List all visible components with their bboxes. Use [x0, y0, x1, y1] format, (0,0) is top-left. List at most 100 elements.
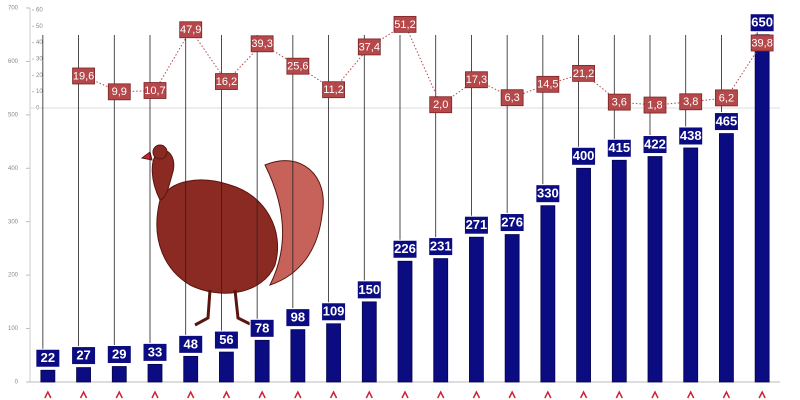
x-tick-mark [365, 390, 373, 399]
bar-label-box [642, 135, 668, 155]
bar-label-box [142, 342, 168, 362]
line-label-box [715, 89, 738, 107]
x-tick-mark [115, 390, 123, 399]
line-label-box [286, 57, 310, 75]
bar-label: 465 [716, 113, 738, 128]
line-label: 10,7 [144, 85, 165, 97]
bar-label-box [713, 112, 739, 132]
x-tick-mark [222, 390, 231, 399]
bar-label: 422 [644, 136, 666, 151]
bar-label: 33 [148, 344, 162, 359]
bar-label: 650 [751, 15, 773, 30]
bar-label-box [678, 126, 704, 146]
x-tick-mark [758, 390, 766, 399]
line-label-box [607, 93, 631, 111]
bar-label: 271 [466, 217, 488, 232]
bar [433, 258, 449, 383]
turkey-illustration [140, 144, 324, 327]
bar-label-box [463, 215, 489, 235]
bar-label: 150 [358, 282, 380, 297]
x-tick-mark [44, 390, 52, 399]
bar-label-box [535, 184, 561, 204]
x-tick-mark [579, 390, 588, 399]
line-label: 51,2 [394, 19, 415, 31]
bar-label: 27 [76, 348, 90, 363]
bar-label: 98 [291, 310, 305, 325]
x-tick-mark [544, 390, 552, 399]
x-tick-mark [687, 390, 695, 399]
line-label-box [250, 35, 274, 53]
bar-label-box [321, 302, 347, 322]
line-label-box [107, 83, 131, 101]
y2-tick-label: 40 [36, 40, 43, 46]
x-tick-mark [294, 390, 302, 399]
line-label: 16,2 [216, 76, 237, 88]
bar [719, 133, 734, 383]
bar-label: 231 [430, 239, 452, 254]
line-label-box [215, 73, 238, 90]
y-tick-label: 500 [8, 112, 19, 118]
bar-label: 330 [537, 186, 559, 201]
line-label-box [679, 93, 703, 111]
y2-tick-label: 50 [36, 24, 43, 30]
line-label: 25,6 [287, 61, 308, 73]
line-label-box [643, 96, 667, 114]
x-tick-mark [151, 390, 159, 399]
bar-label: 109 [323, 304, 345, 319]
bar [361, 301, 377, 383]
line-label: 37,4 [359, 41, 380, 53]
y-tick-label: 700 [8, 6, 19, 12]
x-tick-mark [472, 390, 481, 399]
x-tick-mark [437, 390, 445, 399]
bar [469, 236, 484, 383]
bar-label: 48 [183, 336, 197, 351]
bar [576, 167, 591, 383]
line-label: 39,8 [751, 37, 772, 49]
line-label-box [322, 81, 345, 99]
bar [76, 367, 91, 383]
line-label: 47,9 [180, 24, 201, 36]
bar-label-box [285, 308, 311, 328]
line-label-box [179, 21, 203, 39]
bar [397, 260, 413, 383]
y-tick-label: 600 [8, 59, 19, 65]
y-tick-label: 100 [8, 326, 19, 332]
bar-label-box [428, 237, 454, 257]
x-tick-mark [651, 390, 659, 399]
line-label-box [465, 71, 488, 89]
line-label-box [500, 89, 524, 107]
line-label: 9,9 [112, 86, 127, 98]
line-label: 3,6 [612, 97, 627, 109]
x-tick-mark [329, 390, 338, 399]
line-label: 19,6 [73, 70, 94, 82]
bar-label: 400 [573, 148, 595, 163]
bar-label-box [213, 330, 239, 350]
bar [219, 351, 234, 383]
y2-tick-label: 0 [36, 106, 40, 112]
line-label: 1,8 [647, 99, 662, 111]
y-tick-label: 0 [15, 380, 19, 386]
x-tick-mark [79, 390, 88, 399]
y2-tick-label: 60 [36, 8, 43, 14]
y2-tick-label: 20 [36, 73, 43, 79]
bar [326, 323, 341, 383]
bar-label: 78 [255, 320, 269, 335]
line-label-box [72, 67, 95, 85]
line-label-box [393, 15, 417, 33]
y2-tick-label: 10 [36, 89, 43, 95]
bar-label-box [178, 334, 204, 354]
y2-tick-label: 30 [36, 57, 43, 63]
y-tick-label: 200 [8, 273, 19, 279]
bar [611, 159, 627, 383]
line-label: 6,2 [719, 92, 734, 104]
bar-label-box [71, 346, 97, 366]
line [83, 23, 763, 106]
x-tick-mark [187, 390, 195, 399]
bar [540, 205, 556, 383]
bar-label: 56 [219, 332, 233, 347]
line-label-box [750, 34, 774, 52]
bar-label: 22 [41, 350, 55, 365]
bar [254, 339, 270, 383]
